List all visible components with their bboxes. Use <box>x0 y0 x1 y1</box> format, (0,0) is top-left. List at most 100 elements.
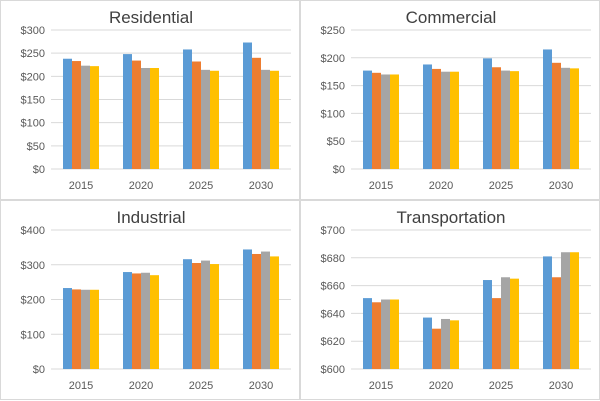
y-tick-label: $200 <box>21 71 45 83</box>
bar <box>561 67 570 169</box>
bar <box>501 277 510 369</box>
y-tick-label: $400 <box>21 225 45 237</box>
bar <box>270 256 279 369</box>
x-tick-label: 2015 <box>69 180 93 192</box>
bar <box>552 62 561 169</box>
y-tick-label: $250 <box>21 48 45 60</box>
chart-panel-residential: Residential $0 $50 $100 $150 $200 $250 $300 2015… <box>0 0 300 200</box>
chart-panel-commercial: Commercial $0 $50 $100 $150 $200 $250 2015 2020 2… <box>300 0 600 200</box>
bar <box>432 68 441 169</box>
bar <box>423 64 432 169</box>
x-tick-label: 2025 <box>189 180 213 192</box>
chart-svg-transportation: Transportation $600 $620 $640 $660 $680 $700 20… <box>321 208 591 392</box>
bar <box>63 58 72 169</box>
y-tick-label: $100 <box>321 108 345 120</box>
bar <box>183 49 192 169</box>
bar <box>243 249 252 369</box>
chart-svg-commercial: Commercial $0 $50 $100 $150 $200 $250 2015 2020 2… <box>321 8 591 192</box>
bar <box>132 60 141 169</box>
x-tick-label: 2030 <box>249 180 273 192</box>
bar <box>552 277 561 369</box>
y-tick-label: $640 <box>321 308 345 320</box>
chart-title: Commercial <box>406 8 497 27</box>
bar <box>390 299 399 369</box>
bar <box>381 74 390 169</box>
chart-panel-transportation: Transportation $600 $620 $640 $660 $680 $700 20… <box>300 200 600 400</box>
bar <box>183 259 192 369</box>
bar <box>243 42 252 170</box>
bar <box>192 263 201 369</box>
y-tick-label: $660 <box>321 281 345 293</box>
x-tick-label: 2025 <box>189 380 213 392</box>
chart-svg-residential: Residential $0 $50 $100 $150 $200 $250 $300 2015… <box>21 8 291 192</box>
bar <box>543 49 552 169</box>
bar <box>150 275 159 369</box>
bar <box>81 65 90 169</box>
chart-panel-industrial: Industrial $0 $100 $200 $300 $400 2015 2020 2025… <box>0 200 300 400</box>
bar <box>150 67 159 169</box>
y-tick-label: $620 <box>321 336 345 348</box>
y-tick-label: $300 <box>21 260 45 272</box>
bar <box>201 69 210 169</box>
bar <box>501 70 510 169</box>
bar <box>390 74 399 169</box>
bar <box>372 302 381 369</box>
bar <box>81 289 90 369</box>
bar <box>483 280 492 369</box>
y-tick-label: $50 <box>327 136 345 148</box>
bar <box>210 70 219 169</box>
bar <box>252 57 261 169</box>
x-tick-label: 2030 <box>249 380 273 392</box>
bar <box>450 320 459 369</box>
chart-title: Industrial <box>117 208 186 227</box>
x-tick-label: 2015 <box>369 380 393 392</box>
x-tick-label: 2020 <box>129 380 153 392</box>
x-tick-label: 2030 <box>549 380 573 392</box>
bar <box>561 252 570 369</box>
bar <box>72 289 81 369</box>
bar <box>441 71 450 169</box>
bar <box>372 72 381 169</box>
y-tick-label: $50 <box>27 141 45 153</box>
y-tick-label: $100 <box>21 118 45 130</box>
bar <box>450 71 459 169</box>
bar <box>570 68 579 169</box>
bar <box>261 69 270 169</box>
bar <box>363 70 372 169</box>
bar <box>492 298 501 369</box>
bar <box>90 66 99 169</box>
bar <box>492 67 501 169</box>
bar <box>141 272 150 369</box>
x-tick-label: 2015 <box>69 380 93 392</box>
bar <box>141 67 150 169</box>
y-tick-label: $200 <box>21 295 45 307</box>
x-tick-label: 2020 <box>429 380 453 392</box>
bar <box>63 288 72 369</box>
bar <box>483 58 492 169</box>
bar <box>543 256 552 369</box>
bar <box>210 264 219 369</box>
bar <box>252 253 261 369</box>
x-tick-label: 2015 <box>369 180 393 192</box>
x-tick-label: 2025 <box>489 180 513 192</box>
bar <box>363 298 372 369</box>
bar <box>201 260 210 369</box>
bar <box>270 70 279 169</box>
y-tick-label: $250 <box>321 25 345 37</box>
bar <box>423 317 432 369</box>
chart-svg-industrial: Industrial $0 $100 $200 $300 $400 2015 2020 2025… <box>21 208 291 392</box>
x-tick-label: 2025 <box>489 380 513 392</box>
bar <box>432 328 441 369</box>
bar <box>90 289 99 369</box>
y-tick-label: $0 <box>333 164 345 176</box>
bar <box>570 252 579 369</box>
y-tick-label: $700 <box>321 225 345 237</box>
y-tick-label: $150 <box>21 95 45 107</box>
y-tick-label: $680 <box>321 253 345 265</box>
bar <box>441 318 450 369</box>
y-tick-label: $300 <box>21 25 45 37</box>
y-tick-label: $200 <box>321 53 345 65</box>
bar <box>132 273 141 369</box>
x-tick-label: 2020 <box>429 180 453 192</box>
y-tick-label: $600 <box>321 364 345 376</box>
